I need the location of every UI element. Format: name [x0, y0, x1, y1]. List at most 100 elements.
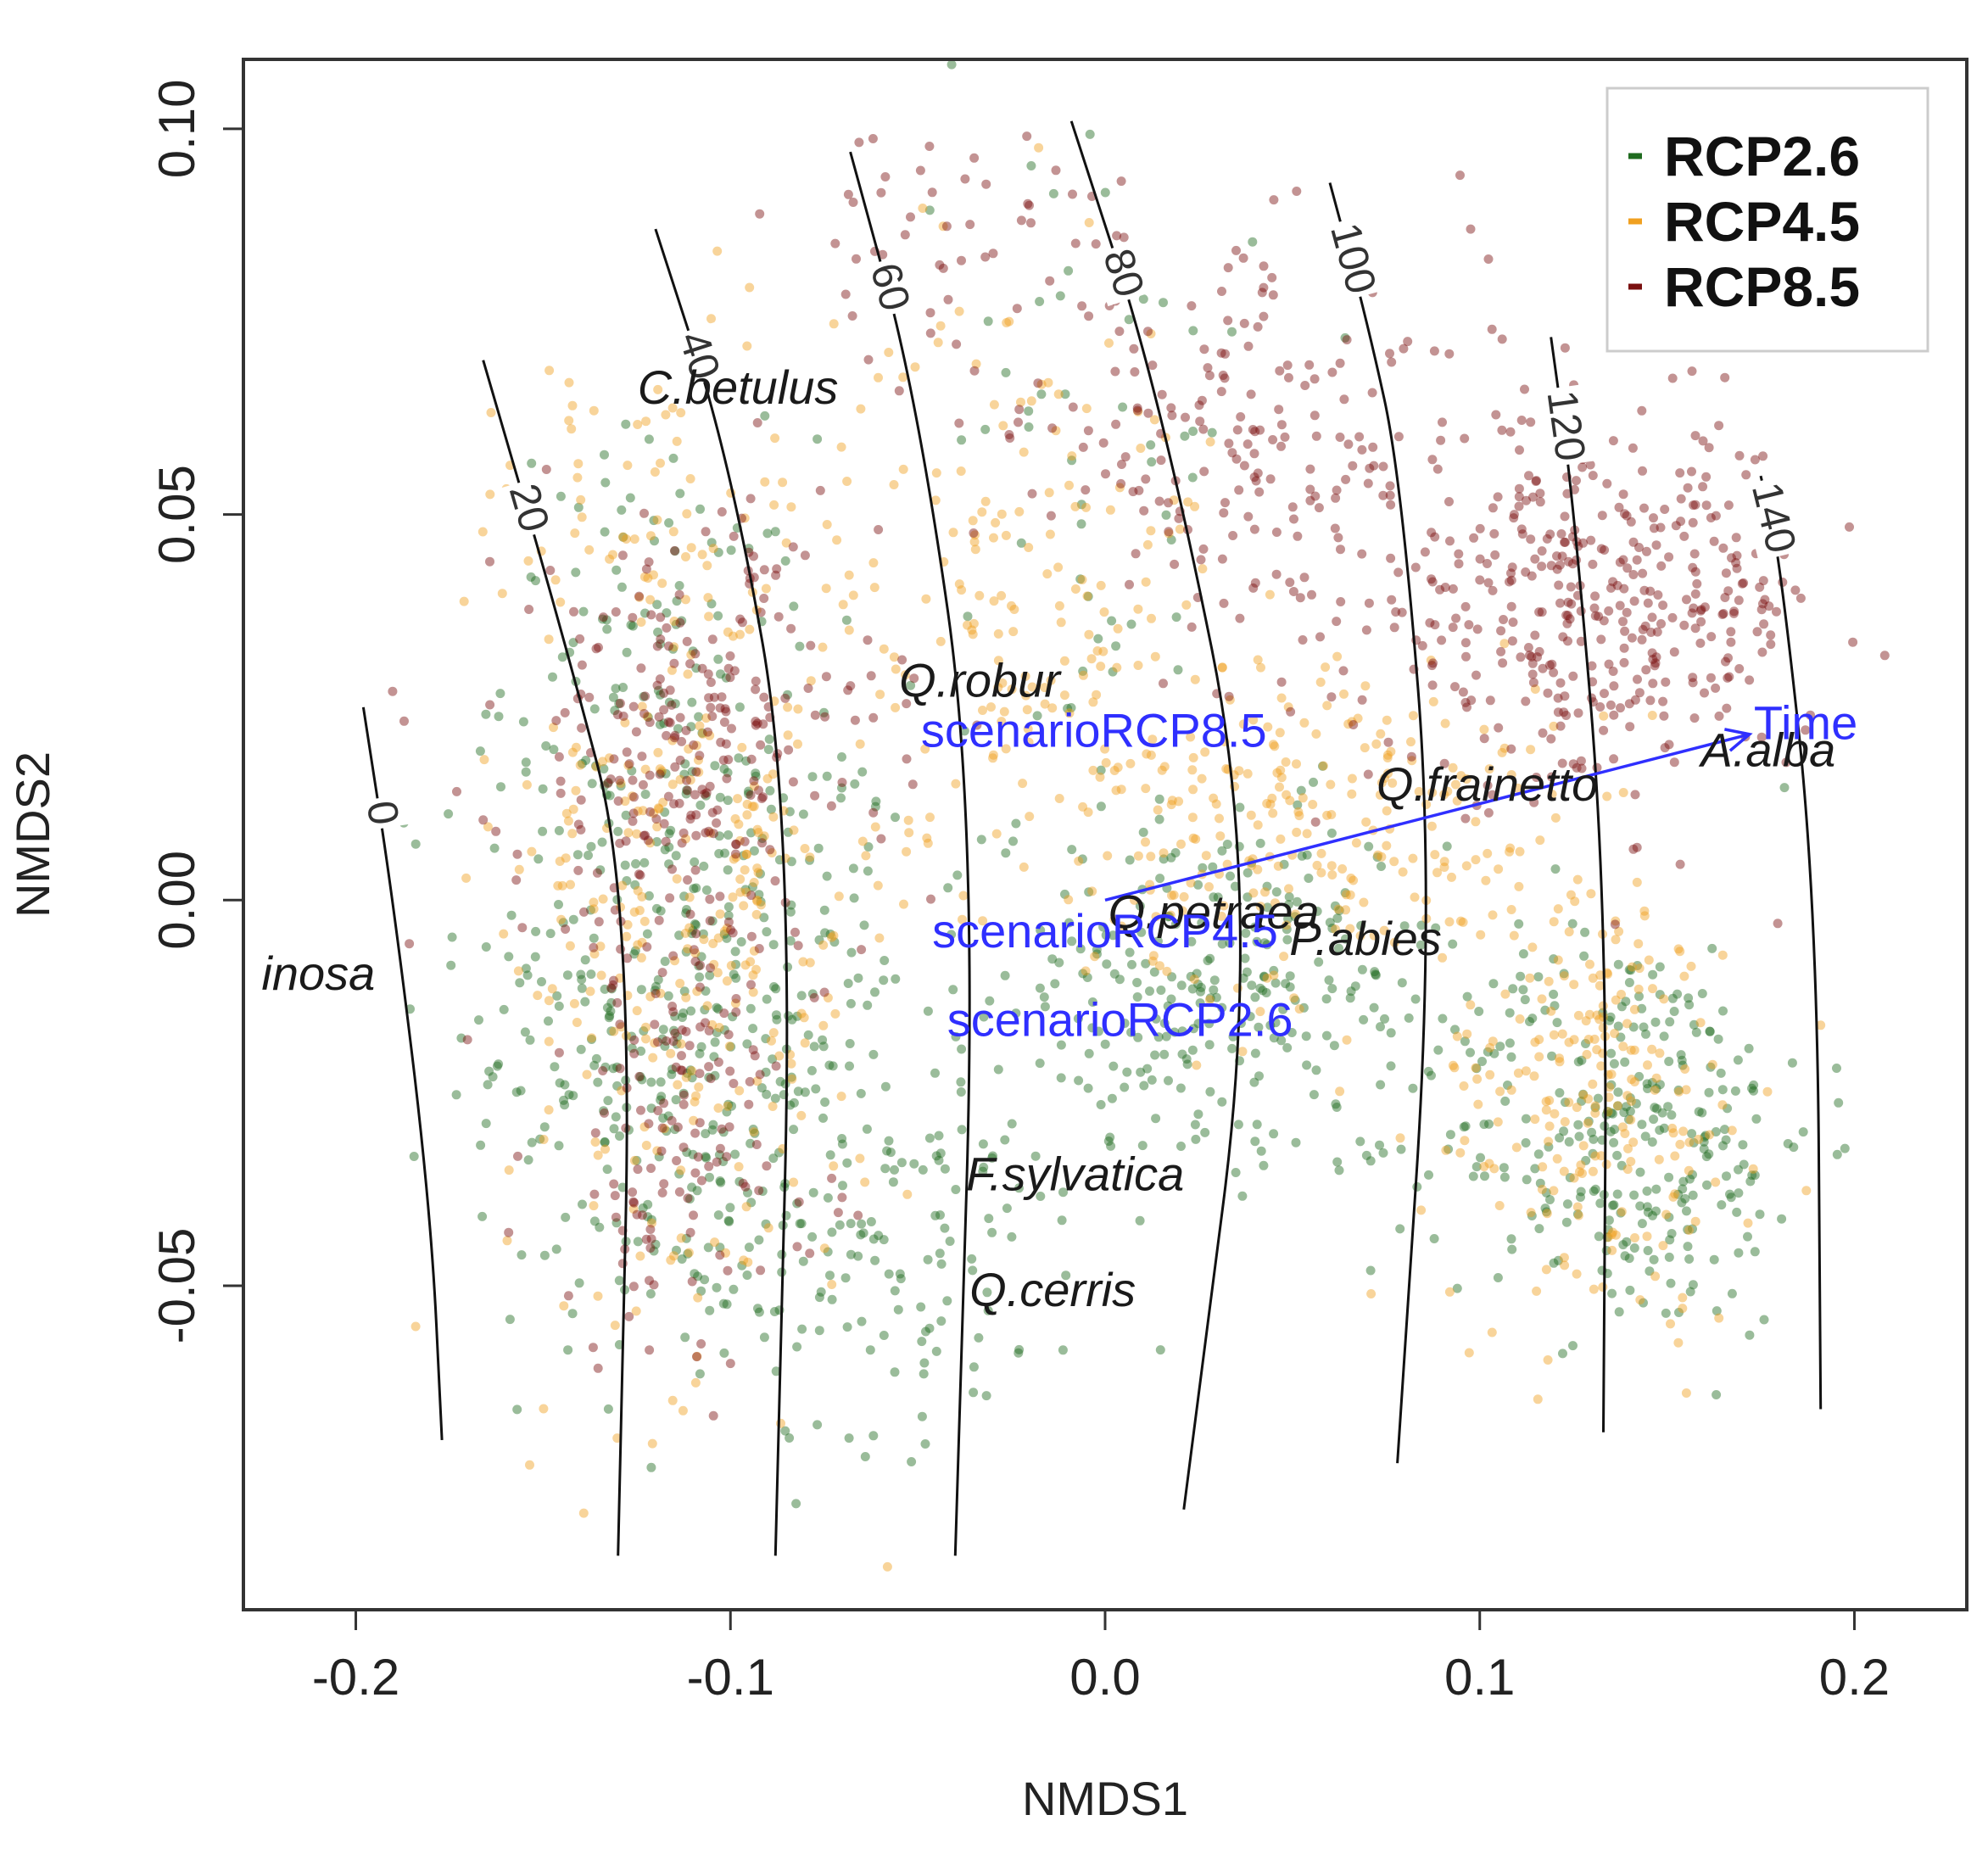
- data-point: [589, 897, 599, 907]
- data-point: [1609, 1137, 1619, 1148]
- data-point: [884, 348, 894, 357]
- data-point: [691, 830, 701, 840]
- data-point: [1376, 1080, 1386, 1090]
- data-point: [1393, 432, 1404, 442]
- data-point: [863, 1000, 873, 1010]
- data-point: [1711, 511, 1721, 521]
- data-point: [1204, 995, 1215, 1005]
- data-point: [1534, 607, 1544, 617]
- data-point: [842, 1322, 852, 1332]
- data-point: [1585, 959, 1594, 969]
- data-point: [873, 880, 883, 891]
- data-point: [1506, 1085, 1516, 1095]
- data-point: [723, 768, 733, 778]
- data-point: [1730, 1086, 1740, 1096]
- data-point: [1448, 1060, 1458, 1070]
- data-point: [1743, 1231, 1752, 1242]
- data-point: [1118, 402, 1128, 412]
- data-point: [658, 1113, 668, 1123]
- data-point: [1322, 810, 1332, 820]
- data-point: [976, 835, 986, 845]
- data-point: [1431, 923, 1441, 933]
- species-label: Q.cerris: [969, 1263, 1136, 1316]
- data-point: [1637, 1120, 1647, 1130]
- data-point: [935, 260, 945, 270]
- data-point: [1087, 886, 1097, 896]
- data-point: [1039, 992, 1049, 1002]
- data-point: [1634, 688, 1645, 698]
- data-point: [860, 1452, 870, 1461]
- data-point: [1279, 859, 1289, 869]
- data-point: [645, 1289, 656, 1298]
- data-point: [1594, 1014, 1605, 1025]
- data-point: [645, 838, 656, 848]
- data-point: [644, 891, 654, 901]
- data-point: [1217, 1097, 1227, 1107]
- data-point: [628, 1197, 639, 1207]
- data-point: [1607, 1288, 1617, 1298]
- data-point: [1132, 978, 1142, 987]
- data-point: [1070, 584, 1081, 594]
- data-point: [1205, 993, 1215, 1003]
- data-point: [1660, 505, 1670, 514]
- data-point: [1553, 707, 1563, 718]
- data-point: [800, 844, 810, 853]
- data-point: [786, 502, 796, 512]
- data-point: [808, 1187, 818, 1198]
- data-point: [660, 1041, 670, 1051]
- data-point: [1159, 298, 1168, 308]
- data-point: [1117, 460, 1126, 469]
- data-point: [718, 1127, 729, 1137]
- data-point: [1603, 969, 1613, 979]
- data-point: [1656, 561, 1667, 571]
- data-point: [1335, 433, 1345, 442]
- data-point: [676, 408, 686, 418]
- data-point: [1270, 1018, 1281, 1028]
- data-point: [857, 945, 867, 955]
- data-point: [687, 929, 697, 939]
- data-point: [1651, 1206, 1661, 1216]
- data-point: [942, 1296, 952, 1306]
- data-point: [1151, 1114, 1161, 1124]
- data-point: [780, 1426, 790, 1436]
- data-point: [1359, 1014, 1369, 1025]
- data-point: [631, 859, 640, 868]
- data-point: [669, 617, 679, 626]
- data-point: [620, 860, 630, 870]
- data-point: [1549, 1258, 1559, 1268]
- data-point: [1225, 938, 1235, 948]
- data-point: [1626, 965, 1636, 975]
- data-point: [772, 1014, 782, 1025]
- contour-line-140: [1759, 475, 1823, 1410]
- data-point: [573, 459, 584, 469]
- data-point: [586, 905, 595, 915]
- data-point: [1190, 1120, 1200, 1130]
- data-point: [1613, 959, 1623, 969]
- data-point: [1509, 513, 1519, 523]
- data-point: [1193, 880, 1203, 890]
- data-point: [1147, 1075, 1157, 1085]
- data-point: [637, 751, 647, 762]
- data-point: [1479, 724, 1489, 734]
- data-point: [853, 1251, 863, 1261]
- data-point: [567, 400, 578, 410]
- data-point: [1483, 780, 1493, 790]
- data-point: [1113, 762, 1123, 773]
- data-point: [1608, 667, 1618, 676]
- data-point: [741, 756, 751, 766]
- data-point: [1617, 1002, 1627, 1012]
- data-point: [615, 973, 625, 983]
- data-point: [705, 781, 715, 791]
- data-point: [895, 1269, 905, 1279]
- data-point: [695, 982, 705, 992]
- data-point: [1014, 1344, 1025, 1354]
- data-point: [1332, 617, 1342, 627]
- data-point: [938, 221, 948, 232]
- data-point: [1688, 562, 1698, 572]
- data-point: [1439, 790, 1449, 800]
- data-point: [1334, 906, 1344, 916]
- data-point: [787, 1014, 797, 1025]
- data-point: [888, 1177, 898, 1187]
- data-point: [1648, 1210, 1657, 1220]
- data-point: [1389, 937, 1399, 947]
